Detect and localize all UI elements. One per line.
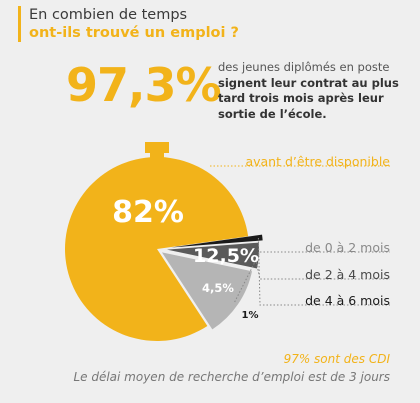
legend-label-0: avant d’être disponible	[245, 154, 390, 169]
header-title-line1: En combien de temps	[29, 7, 188, 23]
headline-desc-bold: signent leur contrat au plus tard trois …	[218, 75, 399, 121]
stopwatch-crown	[145, 142, 169, 153]
headline-desc-normal: des jeunes diplômés en poste	[218, 60, 390, 74]
legend-label-2: de 2 à 4 mois	[305, 267, 390, 282]
value-labels: 82% 12,5% 4,5% 1%	[112, 195, 259, 321]
value-label-3: 1%	[242, 310, 259, 321]
leader-line-1	[234, 251, 390, 303]
leader-line-3	[257, 237, 390, 306]
stopwatch-stem	[150, 152, 164, 162]
headline-percent: 97,3%	[66, 58, 222, 112]
pie-slice-1	[161, 252, 253, 330]
value-label-2: 4,5%	[202, 281, 234, 295]
leader-lines	[210, 165, 390, 306]
headline-description: des jeunes diplômés en poste signent leu…	[218, 60, 408, 122]
header-title-line2: ont-ils trouvé un emploi ?	[29, 25, 239, 41]
pie-slice-2	[166, 242, 259, 269]
delay-note: Le délai moyen de recherche d’emploi est…	[73, 370, 390, 384]
value-label-0: 82%	[112, 195, 184, 230]
cdi-note: 97% sont des CDI	[283, 352, 390, 366]
legend-label-3: de 4 à 6 mois	[305, 293, 390, 308]
leader-line-2	[254, 255, 390, 280]
stopwatch-crown-icon	[145, 142, 169, 162]
value-label-1: 12,5%	[193, 245, 259, 267]
legend-label-1: de 0 à 2 mois	[305, 240, 390, 255]
header: En combien de temps ont-ils trouvé un em…	[18, 6, 239, 42]
pie-slice-0	[65, 157, 249, 342]
pie-slices	[65, 157, 263, 342]
pie-slice-3	[170, 234, 263, 248]
